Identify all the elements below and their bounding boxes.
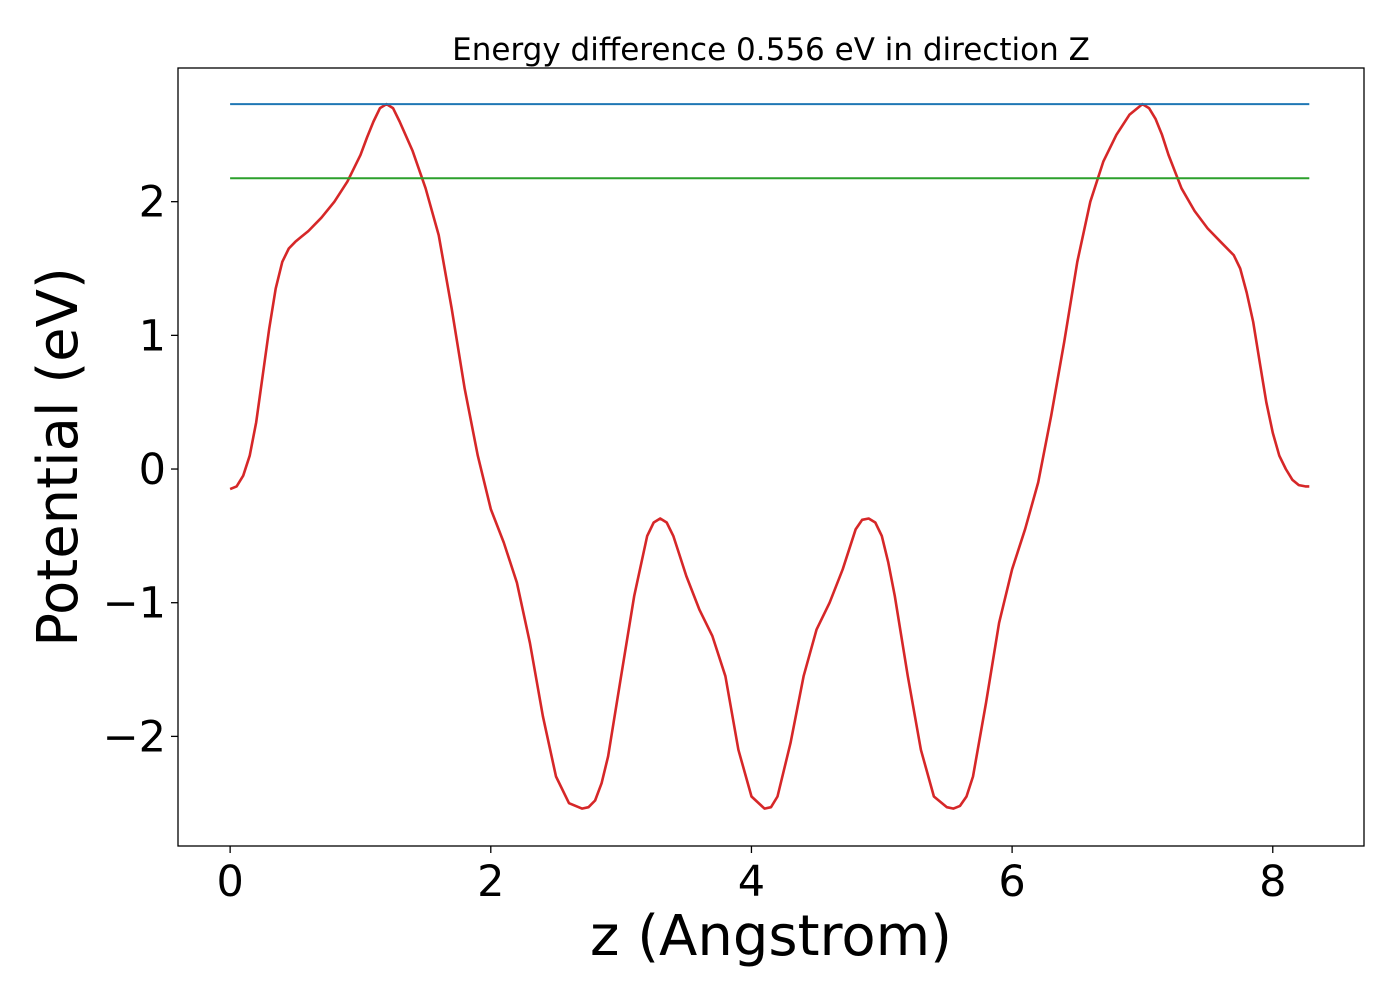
y-axis-ticks: −2 −1 0 1 2 (103, 178, 178, 762)
y-tick-label: −2 (103, 712, 166, 762)
x-tick-label: 2 (477, 857, 504, 907)
x-tick-label: 6 (998, 857, 1025, 907)
series-line-1 (229, 102, 1310, 810)
y-tick-label: −1 (103, 579, 166, 629)
x-tick-label: 0 (216, 857, 243, 907)
y-tick-label: 0 (139, 445, 166, 495)
y-axis-label: Potential (eV) (26, 267, 91, 647)
x-tick-label: 8 (1259, 857, 1286, 907)
series-layer (229, 102, 1310, 810)
chart-title: Energy difference 0.556 eV in direction … (452, 32, 1090, 68)
x-axis-label: z (Angstrom) (590, 904, 952, 969)
x-axis-ticks: 0 2 4 6 8 (216, 846, 1286, 907)
x-tick-label: 4 (738, 857, 765, 907)
plot-frame (177, 67, 1365, 847)
y-tick-label: 1 (139, 311, 166, 361)
y-tick-label: 2 (139, 178, 166, 228)
